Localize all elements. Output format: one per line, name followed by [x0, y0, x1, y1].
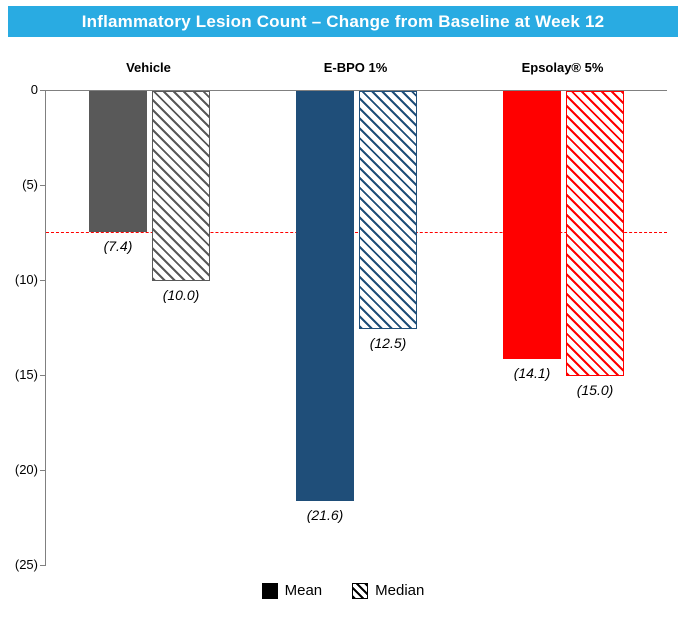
bar-mean-1 [296, 91, 354, 502]
bar-median-0 [152, 91, 210, 281]
y-tick-mark [40, 90, 45, 91]
bar-value-label: (10.0) [162, 287, 200, 303]
y-tick-mark [40, 565, 45, 566]
legend-item-mean: Mean [261, 582, 323, 599]
legend-label: Median [375, 582, 425, 599]
group-label-1: E-BPO 1% [323, 60, 388, 75]
y-tick-mark [40, 375, 45, 376]
bar-median-1 [359, 91, 417, 329]
reference-line [46, 231, 667, 233]
y-tick-label: (15) [14, 367, 38, 382]
legend-item-median: Median [352, 582, 424, 599]
y-tick-label: (5) [22, 177, 38, 192]
y-tick-label: (25) [14, 557, 38, 572]
y-tick-label: (20) [14, 462, 38, 477]
legend: Mean Median [0, 582, 686, 599]
y-tick-label: (10) [14, 272, 38, 287]
y-tick-mark [40, 280, 45, 281]
legend-swatch-hatched [352, 582, 369, 599]
bar-median-2 [566, 91, 624, 376]
bar-mean-0 [89, 91, 147, 232]
y-tick-mark [40, 185, 45, 186]
plot-area: (7.4) (10.0) (21.6) (12.5) (14.1) (15.0) [45, 90, 667, 566]
bar-value-label: (7.4) [103, 237, 133, 254]
legend-label: Mean [284, 582, 323, 599]
bar-mean-2 [503, 91, 561, 359]
chart-title: Inflammatory Lesion Count – Change from … [8, 6, 678, 37]
y-tick-mark [40, 470, 45, 471]
group-label-2: Epsolay® 5% [521, 60, 604, 75]
bar-value-label: (15.0) [576, 382, 614, 398]
y-tick-label: 0 [30, 82, 38, 97]
legend-swatch-solid [261, 582, 278, 599]
bar-value-label: (21.6) [306, 507, 344, 524]
bar-value-label: (12.5) [369, 334, 407, 351]
bar-value-label: (14.1) [513, 364, 551, 381]
group-label-0: Vehicle [126, 60, 171, 75]
